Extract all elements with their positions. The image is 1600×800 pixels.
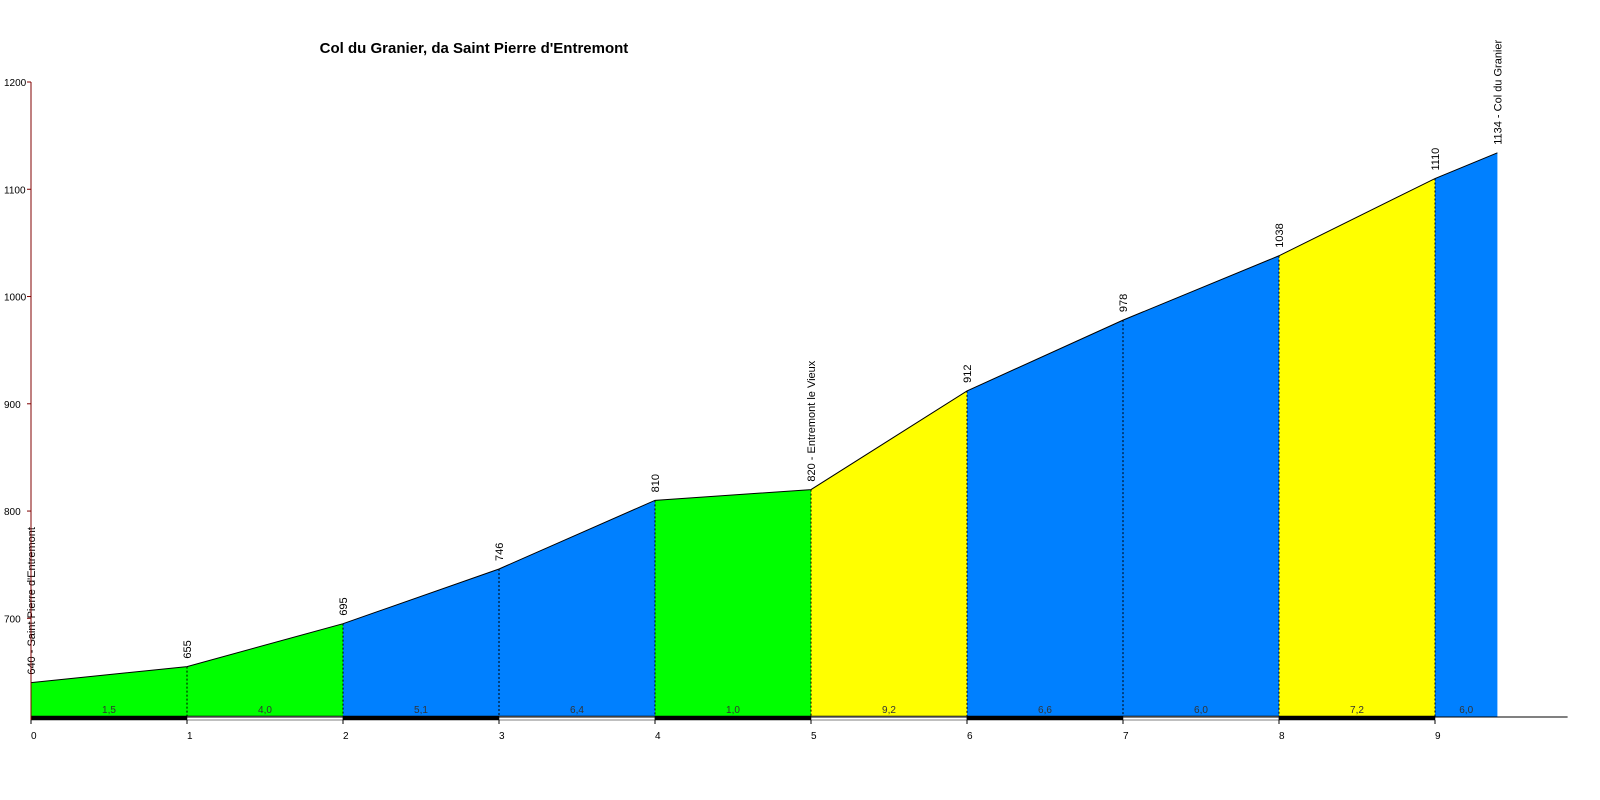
x-tick-label: 4 [655, 731, 661, 742]
km-strip [1278, 715, 1436, 721]
y-tick-label: 900 [4, 400, 21, 411]
gradient-label: 7,2 [1350, 705, 1364, 716]
point-label: 1038 [1274, 223, 1286, 247]
y-tick-label: 1100 [4, 185, 26, 196]
point-label: 640 - Saint Pierre d'Entremont [26, 527, 38, 675]
gradient-label: 6,6 [1038, 705, 1052, 716]
y-tick-label: 1200 [4, 78, 27, 89]
point-label: 820 - Entremont le Vieux [806, 360, 818, 481]
x-tick-label: 2 [343, 731, 349, 742]
point-label: 912 [962, 365, 974, 383]
segment [31, 666, 187, 717]
gradient-label: 4,0 [258, 705, 272, 716]
x-tick-label: 7 [1123, 731, 1129, 742]
gradient-label: 6,0 [1194, 705, 1208, 716]
point-label: 810 [650, 474, 662, 492]
gradient-label: 6,4 [570, 705, 584, 716]
y-tick-label: 700 [4, 614, 21, 625]
x-tick-label: 0 [31, 731, 37, 742]
profile-line [30, 152, 1498, 684]
segment [187, 623, 343, 717]
segment [811, 390, 967, 717]
x-tick-label: 3 [499, 731, 505, 742]
x-tick-label: 6 [967, 731, 973, 742]
point-label: 978 [1118, 294, 1130, 312]
point-label: 695 [338, 597, 350, 615]
gradient-label: 9,2 [882, 705, 896, 716]
gradient-label: 1,0 [726, 705, 740, 716]
segment [1435, 152, 1498, 717]
segment [655, 489, 811, 717]
segment [343, 568, 499, 717]
segment [499, 500, 655, 717]
x-tick-label: 8 [1279, 731, 1285, 742]
gradient-label: 6,0 [1459, 705, 1473, 716]
segment [1279, 178, 1435, 717]
gradient-label: 5,1 [414, 705, 428, 716]
point-label: 746 [494, 543, 506, 561]
y-tick-label: 1000 [4, 293, 27, 304]
x-tick-label: 9 [1435, 731, 1441, 742]
x-tick-label: 1 [187, 731, 193, 742]
segment [1123, 255, 1279, 717]
point-label: 1110 [1430, 148, 1442, 171]
segment [967, 320, 1123, 717]
x-tick-label: 5 [811, 731, 817, 742]
chart-title: Col du Granier, da Saint Pierre d'Entrem… [320, 40, 629, 57]
gradient-label: 1,5 [102, 705, 116, 716]
point-label: 655 [182, 640, 194, 658]
point-label: 1134 - Col du Granier [1492, 39, 1504, 144]
y-tick-label: 800 [4, 507, 21, 518]
